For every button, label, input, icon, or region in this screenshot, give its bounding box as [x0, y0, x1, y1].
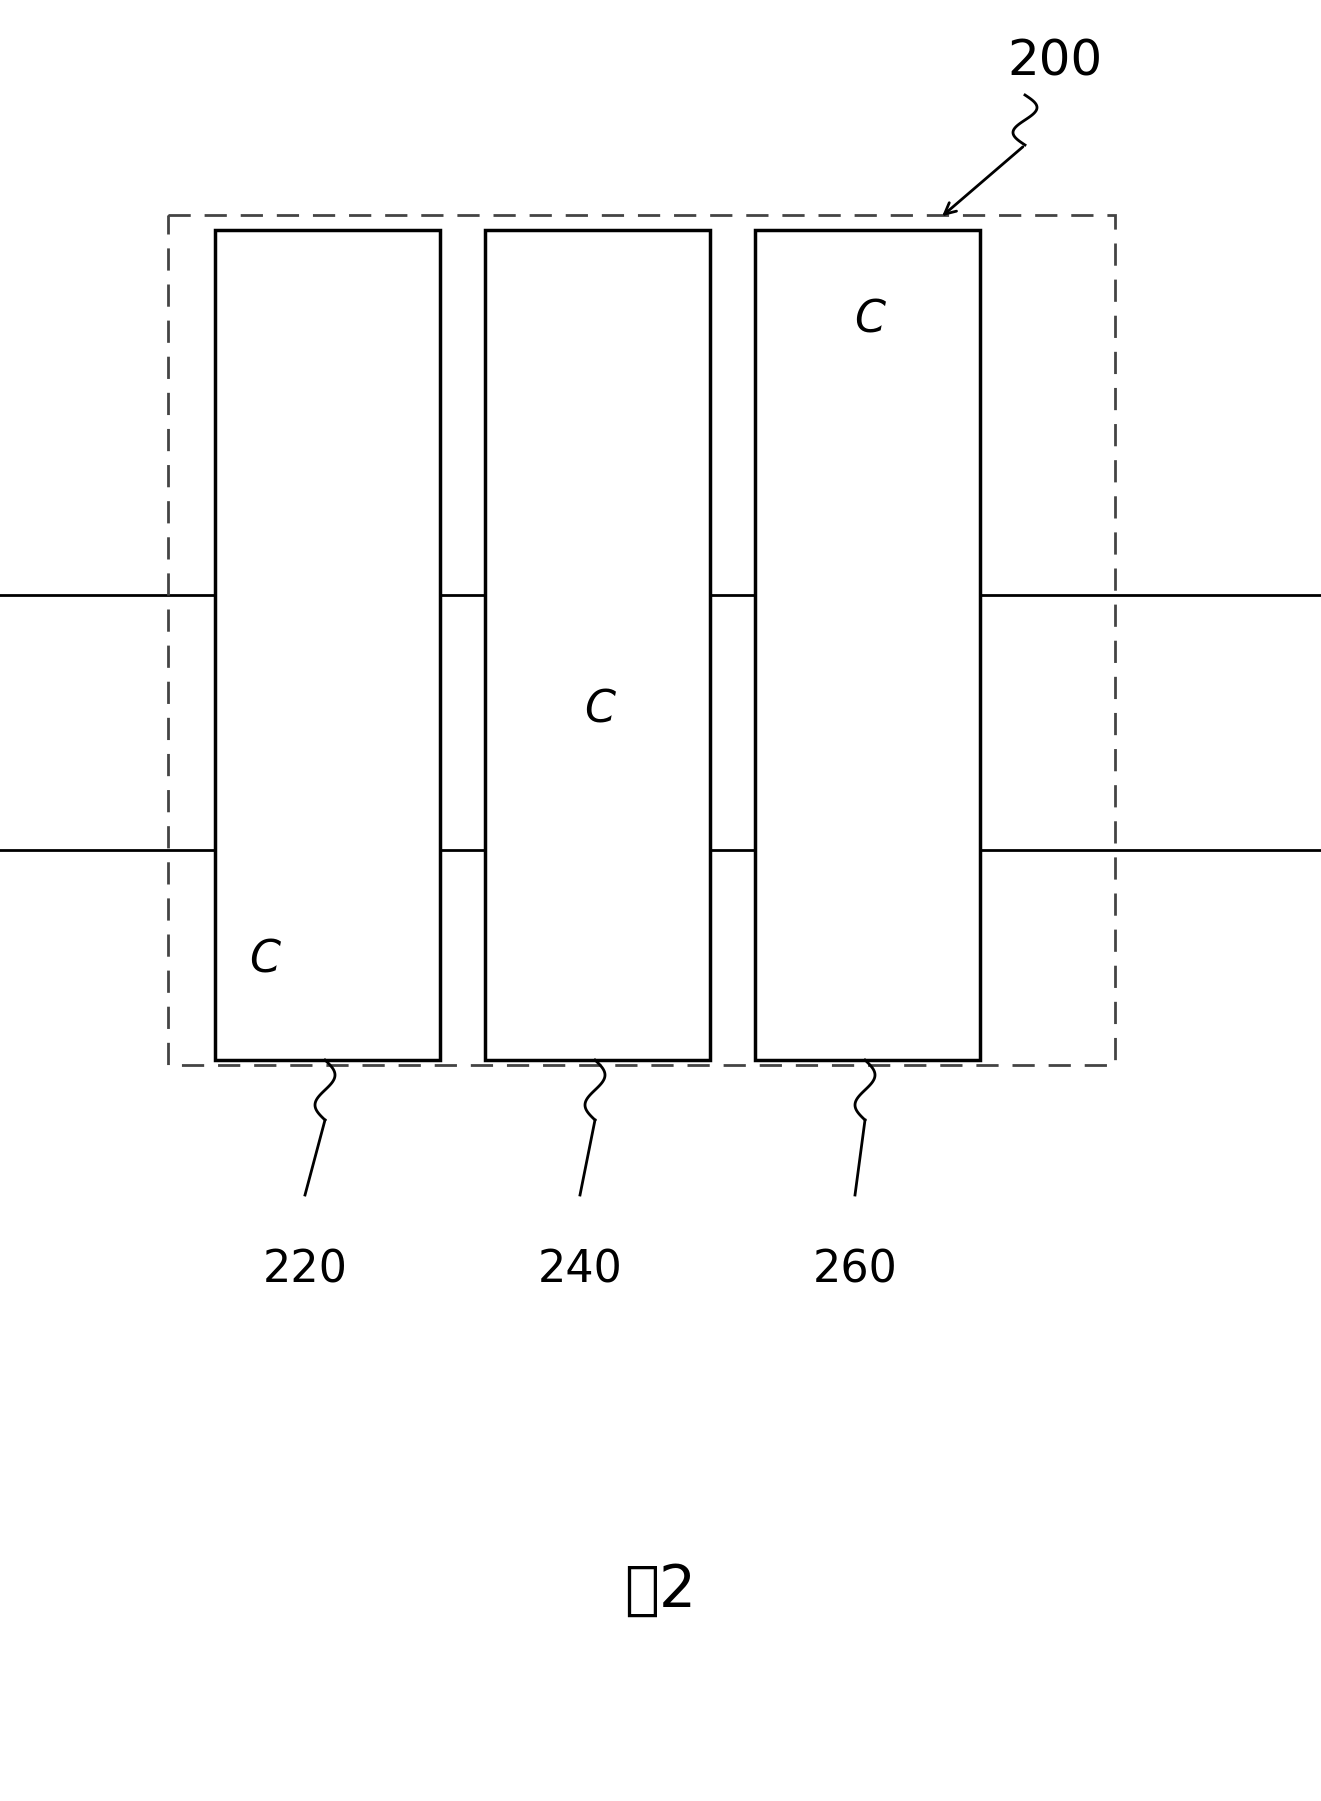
Text: 200: 200 — [1008, 38, 1103, 86]
Text: C: C — [584, 688, 616, 731]
Text: C: C — [855, 299, 885, 342]
Text: 220: 220 — [263, 1248, 347, 1291]
Text: 240: 240 — [538, 1248, 622, 1291]
Text: C: C — [250, 938, 280, 982]
Bar — [168, 214, 1115, 1064]
Text: 图2: 图2 — [624, 1561, 696, 1619]
Bar — [756, 231, 980, 1061]
Text: 260: 260 — [812, 1248, 897, 1291]
Bar — [485, 231, 709, 1061]
Bar — [215, 231, 440, 1061]
